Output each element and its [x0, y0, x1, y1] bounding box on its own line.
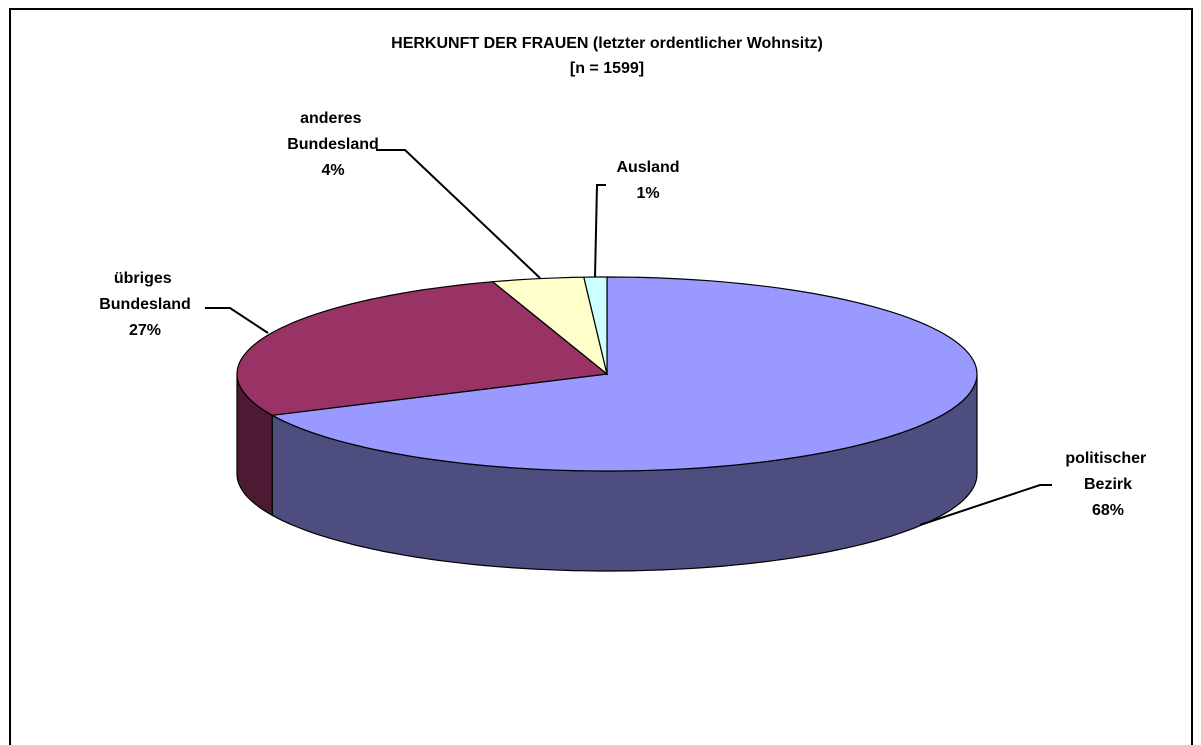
slice-value-label: 68% [1092, 502, 1124, 519]
leader-line [919, 484, 1052, 526]
slice-value-label: 4% [321, 162, 344, 179]
slice-label: politischer Bezirk [1065, 450, 1150, 493]
slice-label: anderes Bundesland [287, 110, 379, 153]
leader-line [376, 149, 541, 279]
slice-value-label: 1% [636, 185, 659, 202]
leader-line [594, 184, 606, 278]
slice-value-label: 27% [129, 322, 161, 339]
chart-title: HERKUNFT DER FRAUEN (letzter ordentliche… [391, 35, 823, 52]
leader-line [205, 307, 269, 334]
slice [236, 281, 609, 416]
slice-label: Ausland [616, 159, 679, 176]
slice [270, 276, 978, 472]
chart-subtitle: [n = 1599] [570, 60, 644, 77]
slice-label: übriges Bundesland [99, 270, 191, 313]
slice [491, 276, 608, 376]
